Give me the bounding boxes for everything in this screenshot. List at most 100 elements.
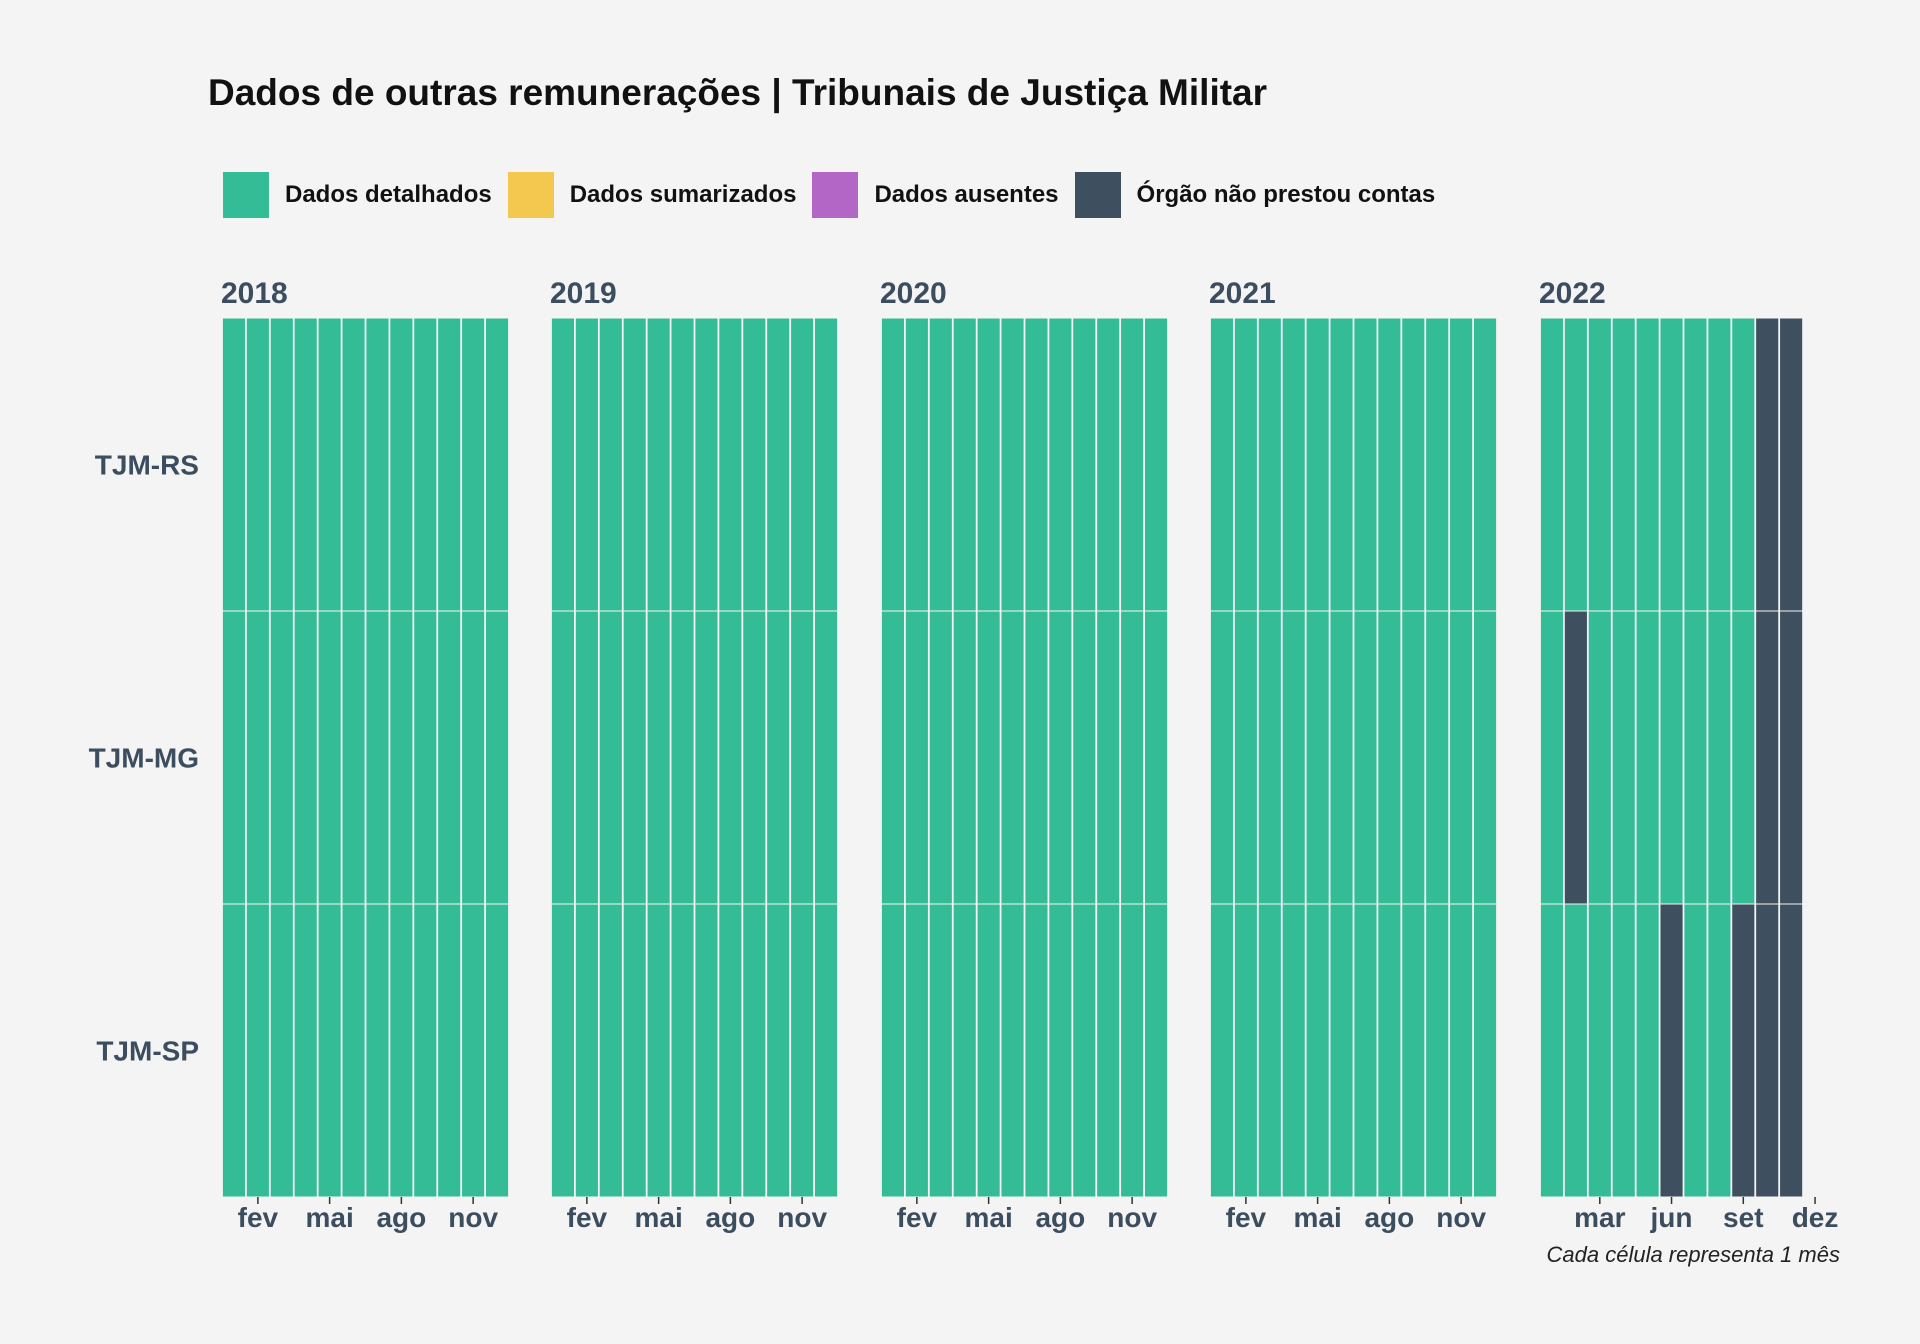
panel-year-label: 2019 [550,277,617,310]
heatmap-cell [1564,611,1587,904]
heatmap-cell [1378,904,1401,1197]
legend-swatch [1074,172,1121,218]
heatmap-cell [1073,318,1096,611]
heatmap-cell [1001,611,1024,904]
heatmap-cell [743,611,766,904]
heatmap-cell [575,611,598,904]
heatmap-cell [270,904,293,1197]
x-tick-label: set [1723,1202,1763,1233]
heatmap-cell [623,611,646,904]
heatmap-cell [551,904,575,1197]
heatmap-cell [791,611,814,904]
chart-caption: Cada célula representa 1 mês [1547,1242,1841,1267]
heatmap-cell [414,904,437,1197]
heatmap-cell [743,904,766,1197]
heatmap-cell [414,611,437,904]
heatmap-cell [1001,318,1024,611]
heatmap-cell [1234,611,1257,904]
x-tick-label: ago [705,1202,755,1233]
heatmap-cell [1708,318,1731,611]
heatmap-cell [623,904,646,1197]
chart-title: Dados de outras remunerações | Tribunais… [208,72,1268,113]
heatmap-cell [270,611,293,904]
heatmap-cell [270,318,293,611]
heatmap-cell [977,318,1000,611]
heatmap-cell [953,611,976,904]
heatmap-cell [1612,318,1635,611]
heatmap-cell [929,611,952,904]
heatmap-cell [1282,318,1305,611]
heatmap-cell [599,904,622,1197]
heatmap-cell [1354,904,1377,1197]
heatmap-cell [366,318,389,611]
heatmap-cell [1306,318,1329,611]
heatmap-cell [1097,904,1120,1197]
heatmap-cell [222,611,246,904]
row-label: TJM-MG [89,743,199,774]
heatmap-cell [767,904,790,1197]
heatmap-cell [953,904,976,1197]
heatmap-cell [462,904,485,1197]
heatmap-cell [767,611,790,904]
heatmap-cell [366,611,389,904]
heatmap-cell [438,318,461,611]
heatmap-cell [977,904,1000,1197]
heatmap-cell [366,904,389,1197]
heatmap-cell [695,611,718,904]
heatmap-cell [1732,318,1755,611]
heatmap-cell [599,611,622,904]
heatmap-cell [1660,318,1683,611]
heatmap-cell [719,611,742,904]
heatmap-cell [1073,904,1096,1197]
panel-year-label: 2018 [221,277,288,310]
heatmap-cell [390,904,413,1197]
heatmap-cell [1306,904,1329,1197]
heatmap-cell [1025,318,1048,611]
heatmap-cell [438,904,461,1197]
heatmap-cell [246,904,269,1197]
legend-item-nao-prestou: Órgão não prestou contas [1074,172,1435,218]
heatmap-cell [953,318,976,611]
heatmap-cell [1121,318,1144,611]
legend: Dados detalhados Dados sumarizados Dados… [223,172,1451,218]
heatmap-cell [791,318,814,611]
legend-item-ausentes: Dados ausentes [812,172,1059,218]
heatmap-cell [1473,611,1497,904]
heatmap-cell [814,904,838,1197]
heatmap-cell [1588,318,1611,611]
x-tick-label: mai [635,1202,683,1233]
heatmap-cell [1684,904,1707,1197]
heatmap-cell [719,318,742,611]
heatmap-cell [318,904,341,1197]
heatmap-cell [1588,904,1611,1197]
heatmap-cell [1450,318,1473,611]
heatmap-cell [671,904,694,1197]
legend-label: Dados sumarizados [569,181,797,208]
panel-year-label: 2021 [1209,277,1276,310]
heatmap-cell [462,611,485,904]
heatmap-cell [222,318,246,611]
heatmap-cell [881,611,905,904]
heatmap-cell [390,318,413,611]
heatmap-cell [1636,611,1659,904]
heatmap-cell [791,904,814,1197]
x-tick-label: mai [965,1202,1013,1233]
heatmap-cell [1612,904,1635,1197]
heatmap-cell [599,318,622,611]
x-tick-label: ago [1035,1202,1085,1233]
x-tick-label: jun [1650,1202,1693,1233]
panel-year-label: 2022 [1539,277,1606,310]
heatmap-cell [1780,904,1803,1197]
heatmap-cell [1097,318,1120,611]
heatmap-cell [1732,904,1755,1197]
x-tick-label: fev [897,1202,938,1233]
heatmap-cell [767,318,790,611]
heatmap-cell [814,318,838,611]
heatmap-cell [977,611,1000,904]
heatmap-cell [1684,611,1707,904]
heatmap-cell [1660,904,1683,1197]
heatmap-cell [1354,318,1377,611]
heatmap-cell [905,611,928,904]
